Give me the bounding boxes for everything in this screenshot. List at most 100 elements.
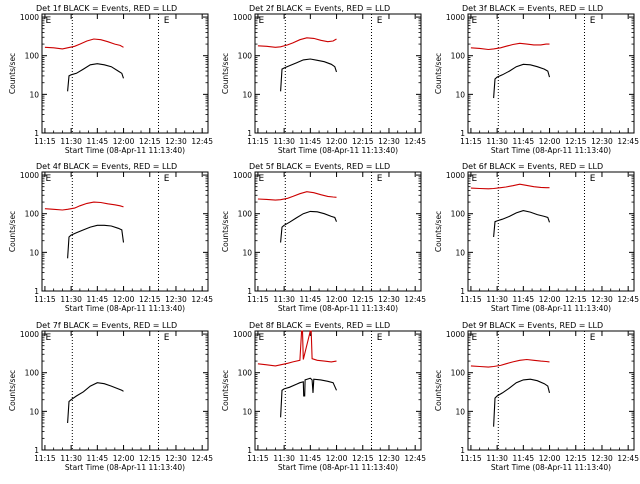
x-tick-label: 12:15 xyxy=(139,295,161,304)
x-tick-label: 12:30 xyxy=(591,137,613,146)
y-tick-label: 1000 xyxy=(446,13,465,22)
x-tick-label: 12:30 xyxy=(591,454,613,463)
x-tick-label: 11:45 xyxy=(87,295,109,304)
series-line-black xyxy=(493,378,551,427)
series-line-black xyxy=(280,58,338,92)
plot-frame xyxy=(467,13,635,134)
y-axis-label: Counts/sec xyxy=(8,211,17,252)
x-tick-label: 11:30 xyxy=(486,295,508,304)
x-tick-label: 12:00 xyxy=(539,137,561,146)
y-tick-label: 10 xyxy=(29,248,39,257)
event-marker-label: E xyxy=(590,333,596,343)
x-tick-label: 12:45 xyxy=(191,137,213,146)
series-line-black xyxy=(67,382,124,424)
y-tick-label: 1 xyxy=(460,129,465,138)
event-marker-label: E xyxy=(590,174,596,184)
y-tick-label: 1 xyxy=(460,287,465,296)
x-tick-label: 11:45 xyxy=(300,454,322,463)
x-tick-label: 11:15 xyxy=(460,295,482,304)
y-tick-label: 10 xyxy=(455,407,465,416)
x-tick-label: 12:30 xyxy=(378,295,400,304)
x-axis-label: Start Time (08-Apr-11 11:13:40) xyxy=(491,146,611,155)
y-tick-label: 1000 xyxy=(233,13,252,22)
x-tick-label: 11:45 xyxy=(87,137,109,146)
x-tick-label: 11:30 xyxy=(486,137,508,146)
y-tick-label: 1000 xyxy=(20,171,39,180)
series-line-black xyxy=(493,210,551,238)
x-axis-label: Start Time (08-Apr-11 11:13:40) xyxy=(278,146,398,155)
x-tick-label: 11:15 xyxy=(247,137,269,146)
y-tick-label: 1000 xyxy=(20,13,39,22)
event-marker-label: E xyxy=(164,16,170,26)
panel-title: Det 9f BLACK = Events, RED = LLD xyxy=(462,321,603,330)
x-tick-label: 11:15 xyxy=(34,295,56,304)
y-axis-label: Counts/sec xyxy=(434,211,443,252)
plot-frame xyxy=(467,330,635,451)
panel-title: Det 6f BLACK = Events, RED = LLD xyxy=(462,162,603,171)
detector-panel-5: Det 5f BLACK = Events, RED = LLD 1 10 100 10… xyxy=(221,162,426,313)
y-tick-label: 1000 xyxy=(233,330,252,339)
y-tick-label: 100 xyxy=(451,210,466,219)
x-tick-label: 12:00 xyxy=(113,295,135,304)
y-tick-label: 1000 xyxy=(446,171,465,180)
event-marker-label: E xyxy=(471,174,477,184)
x-tick-label: 12:45 xyxy=(617,454,639,463)
y-axis-label: Counts/sec xyxy=(8,370,17,411)
x-tick-label: 11:15 xyxy=(460,137,482,146)
detector-panel-3: Det 3f BLACK = Events, RED = LLD 1 10 100 10… xyxy=(434,4,639,155)
x-tick-label: 11:15 xyxy=(34,454,56,463)
plot-frame xyxy=(41,13,209,134)
x-tick-label: 12:45 xyxy=(617,137,639,146)
plot-frame xyxy=(254,13,422,134)
x-axis-label: Start Time (08-Apr-11 11:13:40) xyxy=(65,463,185,472)
x-tick-label: 12:45 xyxy=(617,295,639,304)
event-marker-label: E xyxy=(377,333,383,343)
y-tick-label: 10 xyxy=(455,248,465,257)
x-tick-label: 12:15 xyxy=(565,454,587,463)
y-tick-label: 1 xyxy=(247,446,252,455)
x-tick-label: 12:00 xyxy=(539,295,561,304)
y-tick-label: 100 xyxy=(238,369,253,378)
series-line-red xyxy=(470,42,550,51)
x-tick-label: 12:15 xyxy=(352,454,374,463)
detector-panel-2: Det 2f BLACK = Events, RED = LLD 1 10 100 10… xyxy=(221,4,426,155)
y-tick-label: 1000 xyxy=(233,171,252,180)
x-tick-label: 12:30 xyxy=(165,295,187,304)
y-axis-label: Counts/sec xyxy=(221,53,230,94)
x-tick-label: 12:00 xyxy=(326,137,348,146)
x-axis-label: Start Time (08-Apr-11 11:13:40) xyxy=(491,463,611,472)
x-axis-label: Start Time (08-Apr-11 11:13:40) xyxy=(65,304,185,313)
detector-panel-9: Det 9f BLACK = Events, RED = LLD 1 10 100 10… xyxy=(434,321,639,472)
event-marker-label: E xyxy=(45,174,51,184)
plot-frame xyxy=(254,330,422,451)
y-tick-label: 100 xyxy=(25,369,40,378)
y-tick-label: 100 xyxy=(238,210,253,219)
y-axis-label: Counts/sec xyxy=(434,370,443,411)
x-tick-label: 11:30 xyxy=(273,454,295,463)
x-tick-label: 11:45 xyxy=(87,454,109,463)
series-line-black xyxy=(280,377,338,418)
event-marker-label: E xyxy=(45,333,51,343)
series-line-red xyxy=(257,330,337,367)
x-tick-label: 11:45 xyxy=(513,454,535,463)
x-tick-label: 11:15 xyxy=(460,454,482,463)
x-tick-label: 12:15 xyxy=(139,454,161,463)
y-tick-label: 1 xyxy=(34,129,39,138)
plot-frame xyxy=(467,171,635,292)
event-marker-label: E xyxy=(164,333,170,343)
y-tick-label: 100 xyxy=(25,210,40,219)
y-axis-label: Counts/sec xyxy=(221,370,230,411)
x-tick-label: 11:30 xyxy=(60,295,82,304)
x-tick-label: 11:45 xyxy=(300,137,322,146)
x-tick-label: 12:00 xyxy=(539,454,561,463)
x-tick-label: 11:45 xyxy=(513,137,535,146)
event-marker-label: E xyxy=(258,16,264,26)
x-tick-label: 12:45 xyxy=(191,454,213,463)
detector-panel-8: Det 8f BLACK = Events, RED = LLD 1 10 100 10… xyxy=(221,321,426,472)
x-tick-label: 12:30 xyxy=(591,295,613,304)
event-marker-label: E xyxy=(471,16,477,26)
y-tick-label: 100 xyxy=(25,52,40,61)
series-line-red xyxy=(257,37,337,48)
series-line-red xyxy=(44,201,124,211)
x-tick-label: 12:00 xyxy=(113,137,135,146)
